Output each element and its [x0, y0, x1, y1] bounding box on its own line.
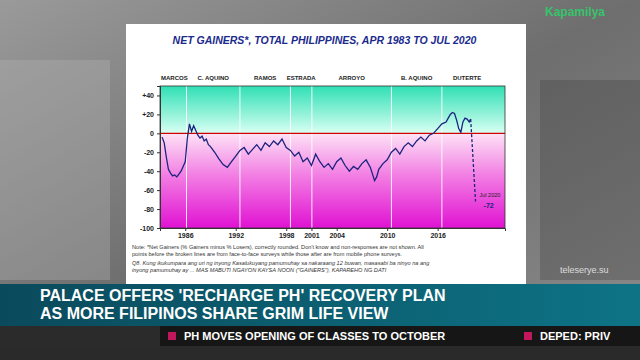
gain-band: [160, 86, 505, 133]
x-tick: 2016: [430, 228, 446, 239]
y-tick-label: -20: [144, 149, 154, 156]
x-tick: 2004: [329, 228, 345, 239]
period-label: RAMOS: [254, 75, 276, 81]
x-tick-mark: [387, 228, 388, 231]
y-axis: +40 +20 0 -20 -40 -60 -80 -100: [140, 87, 161, 232]
chart-note: Q8. Kung ikukumpara ang uri ng inyong Ka…: [132, 260, 430, 266]
x-tick-label: 2010: [380, 232, 396, 239]
x-tick-label: 2004: [329, 232, 345, 239]
plot-area: [162, 113, 475, 202]
x-tick-label: 1992: [228, 232, 244, 239]
annotation-value: -72: [484, 202, 494, 209]
x-tick: 1986: [178, 228, 194, 239]
x-tick-mark: [337, 228, 338, 231]
x-tick-label: 2016: [430, 232, 446, 239]
channel-logo: Kapamilya: [545, 5, 605, 19]
y-tick: 0: [150, 130, 160, 137]
period-label: B. AQUINO: [401, 75, 433, 81]
chart-panel: [126, 24, 526, 286]
y-tick-mark: [157, 133, 160, 134]
watermark: teleserye.su: [560, 265, 609, 275]
y-tick-mark: [157, 152, 160, 153]
series-line: [471, 119, 476, 201]
baseline: [160, 133, 505, 134]
background: [0, 0, 640, 360]
chart-note: points before the broken lines are from …: [132, 251, 402, 257]
x-axis: 1986 1992 1998 2001 2004 2010 2016: [161, 228, 506, 239]
ticker-text: DEPED: PRIV: [540, 330, 611, 342]
x-tick-label: 1998: [279, 232, 295, 239]
ticker-text: PH MOVES OPENING OF CLASSES TO OCTOBER: [184, 330, 445, 342]
y-tick-mark: [157, 190, 160, 191]
x-axis-line: [161, 229, 506, 232]
screen: NET GAINERS*, TOTAL PHILIPPINES, APR 198…: [0, 0, 640, 360]
period-label: ARROYO: [338, 75, 365, 81]
headline-text: PALACE OFFERS 'RECHARGE PH' RECOVERY PLA…: [40, 287, 446, 304]
x-tick: 1992: [228, 228, 244, 239]
chart-note: Note: *Net Gainers (% Gainers minus % Lo…: [132, 244, 424, 250]
headline-band: [0, 284, 640, 326]
y-tick-label: -40: [144, 168, 154, 175]
y-tick: -60: [144, 187, 160, 194]
y-tick-label: +20: [142, 111, 154, 118]
period-label: MARCOS: [161, 75, 188, 81]
x-tick: 2001: [304, 228, 320, 239]
period-label: C. AQUINO: [197, 75, 229, 81]
y-tick: -80: [144, 206, 160, 213]
chart-title: NET GAINERS*, TOTAL PHILIPPINES, APR 198…: [173, 34, 477, 46]
plot-frame: [160, 86, 505, 228]
background-shape: [540, 80, 640, 280]
x-tick-label: 1986: [178, 232, 194, 239]
ticker-separator: [168, 332, 176, 340]
x-tick-label: 2001: [304, 232, 320, 239]
y-tick-label: -60: [144, 187, 154, 194]
y-tick-mark: [157, 95, 160, 96]
periods: MARCOS C. AQUINO RAMOS ESTRADA ARROYO B. AQUI…: [161, 75, 481, 228]
x-tick-mark: [286, 228, 287, 231]
period-label: DUTERTE: [453, 75, 481, 81]
y-axis-line: [157, 87, 161, 229]
headline-text: AS MORE FILIPINOS SHARE GRIM LIFE VIEW: [40, 305, 389, 322]
x-tick-mark: [236, 228, 237, 231]
y-tick-mark: [157, 114, 160, 115]
x-tick: 2010: [380, 228, 396, 239]
period-divider: [441, 86, 442, 228]
y-tick-mark: [157, 209, 160, 210]
y-tick: +20: [142, 111, 160, 118]
y-tick-mark: [157, 228, 160, 229]
x-tick-mark: [185, 228, 186, 231]
y-tick-label: 0: [150, 130, 154, 137]
period-divider: [290, 86, 291, 228]
y-tick-label: +40: [142, 92, 154, 99]
ticker-separator: [524, 332, 532, 340]
x-tick-mark: [438, 228, 439, 231]
period-divider: [239, 86, 240, 228]
y-tick: +40: [142, 92, 160, 99]
y-tick: -20: [144, 149, 160, 156]
y-tick: -40: [144, 168, 160, 175]
chart-root: NET GAINERS*, TOTAL PHILIPPINES, APR 198…: [0, 0, 640, 360]
period-label: ESTRADA: [287, 75, 317, 81]
background-shape: [0, 60, 110, 280]
ticker-lead: [0, 326, 160, 346]
period-divider: [391, 86, 392, 228]
ticker-band: [0, 326, 640, 346]
chart-note: inyong pamumuhay ay ... MAS MABUTI NGAYO…: [132, 267, 387, 273]
bottom-strip: [0, 346, 640, 360]
y-tick-label: -100: [140, 225, 154, 232]
series-line: [162, 113, 471, 181]
y-tick-label: -80: [144, 206, 154, 213]
y-tick-mark: [157, 171, 160, 172]
y-tick: -100: [140, 225, 160, 232]
annotation-label: Jul 2020: [480, 192, 501, 198]
period-divider: [311, 86, 312, 228]
x-tick-mark: [311, 228, 312, 231]
x-tick: 1998: [279, 228, 295, 239]
